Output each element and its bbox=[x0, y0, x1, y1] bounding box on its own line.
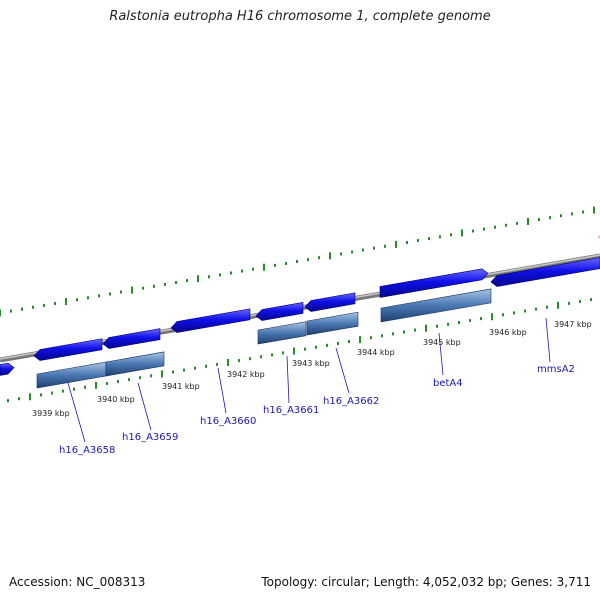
outer-tick-track bbox=[0, 206, 595, 317]
gene-label-leader bbox=[286, 355, 290, 404]
cds-feature-arrow[interactable] bbox=[170, 308, 251, 333]
gene-label[interactable]: h16_A3661 bbox=[263, 405, 319, 416]
gene-label[interactable]: h16_A3659 bbox=[122, 432, 178, 443]
gene-label[interactable]: h16_A3660 bbox=[200, 416, 256, 427]
gene-feature-block[interactable] bbox=[105, 351, 165, 377]
ruler-label: 3940 kbp bbox=[97, 395, 135, 404]
gene-label-leader bbox=[335, 347, 350, 394]
gene-label-leader bbox=[67, 382, 86, 443]
topology-text: Topology: circular; Length: 4,052,032 bp… bbox=[261, 575, 591, 589]
gene-label[interactable]: h16_A3662 bbox=[323, 396, 379, 407]
ruler-label: 3945 kbp bbox=[423, 338, 461, 347]
ruler-label: 3947 kbp bbox=[554, 320, 592, 329]
gene-label[interactable]: mmsA2 bbox=[537, 364, 575, 375]
ruler-label: 3942 kbp bbox=[227, 370, 265, 379]
ruler-label: 3946 kbp bbox=[489, 328, 527, 337]
ruler-label: 3943 kbp bbox=[292, 359, 330, 368]
cds-feature-arrow[interactable] bbox=[33, 338, 103, 361]
ruler-label: 3939 kbp bbox=[32, 409, 70, 418]
gene-feature-block[interactable] bbox=[380, 288, 492, 323]
gene-label-leader bbox=[137, 382, 152, 431]
gene-label[interactable]: betA4 bbox=[433, 378, 463, 389]
cds-feature-arrow[interactable] bbox=[0, 362, 15, 376]
gene-label-leader bbox=[438, 332, 444, 376]
cds-feature-arrow[interactable] bbox=[304, 292, 356, 312]
cds-feature-arrow[interactable] bbox=[379, 268, 489, 298]
gene-feature-block[interactable] bbox=[306, 311, 359, 336]
gene-label[interactable]: h16_A3658 bbox=[59, 445, 115, 456]
edge-marker bbox=[597, 235, 600, 242]
inner-tick-track bbox=[7, 298, 592, 403]
map-title: Ralstonia eutropha H16 chromosome 1, com… bbox=[109, 9, 491, 24]
ruler-label: 3944 kbp bbox=[357, 348, 395, 357]
gene-feature-block[interactable] bbox=[257, 321, 307, 345]
cds-feature-arrow[interactable] bbox=[490, 257, 600, 287]
accession-text: Accession: NC_008313 bbox=[9, 575, 146, 589]
gene-label-leader bbox=[217, 367, 227, 414]
ruler-label: 3941 kbp bbox=[162, 382, 200, 391]
cds-feature-arrow[interactable] bbox=[102, 328, 161, 349]
cds-feature-arrow[interactable] bbox=[255, 302, 304, 321]
gene-label-leader bbox=[545, 317, 551, 363]
